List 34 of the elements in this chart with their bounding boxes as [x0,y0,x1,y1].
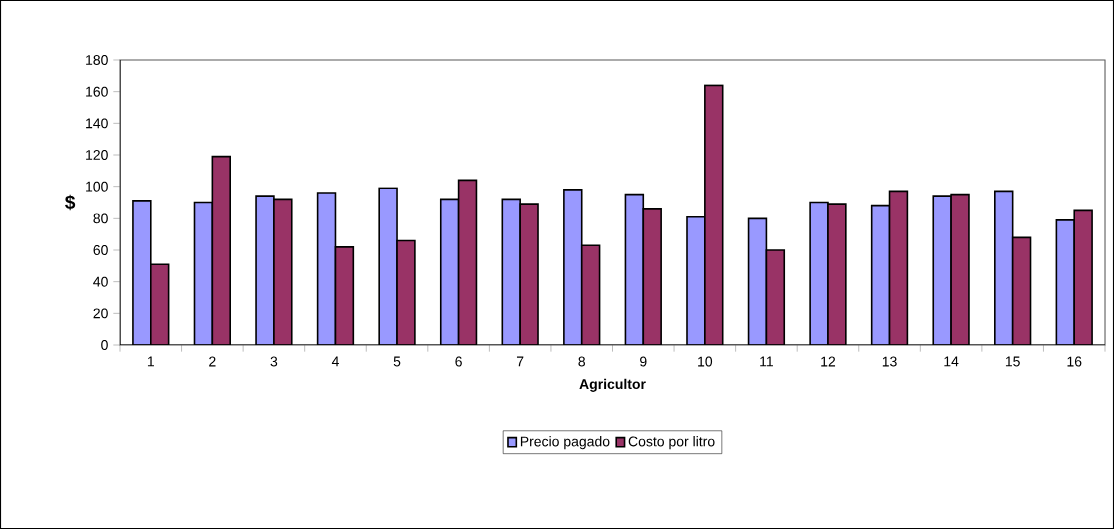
y-tick-label: 20 [93,308,108,319]
y-tick-label: 60 [93,245,108,255]
y-tick-label: 160 [86,86,108,97]
x-tick-label: 12 [821,356,836,367]
x-tick-label: 5 [393,356,401,367]
x-tick-label: 13 [882,356,897,367]
y-tick-label: 0 [101,340,108,350]
bar [747,217,768,345]
x-axis-title: Agricultor [579,378,646,392]
y-tick-label: 40 [93,276,108,287]
bar [193,201,214,345]
x-tick-label: 3 [270,356,278,367]
x-tick-label: 1 [147,356,154,367]
x-tick-label: 8 [578,356,585,367]
x-tick-label: 9 [640,356,647,367]
x-tick-label: 7 [516,356,524,367]
y-tick-label: 140 [86,118,108,129]
legend-label: Precio pagado [520,436,610,450]
y-axis-title: $ [65,194,76,211]
y-tick-label: 120 [86,150,108,160]
y-tick-label: 180 [86,55,108,65]
y-tick-label: 80 [93,213,108,224]
x-tick-label: 14 [944,356,959,367]
x-tick-label: 15 [1005,356,1020,367]
bar [316,192,337,345]
x-tick-label: 10 [698,356,713,367]
legend-label: Costo por litro [628,436,715,450]
x-tick-label: 16 [1067,356,1082,367]
x-tick-label: 6 [455,356,462,367]
x-tick-label: 2 [209,356,216,367]
bar [870,204,891,345]
x-tick-label: 4 [331,356,339,367]
x-tick-label: 11 [760,356,773,367]
y-tick-label: 100 [86,181,108,192]
